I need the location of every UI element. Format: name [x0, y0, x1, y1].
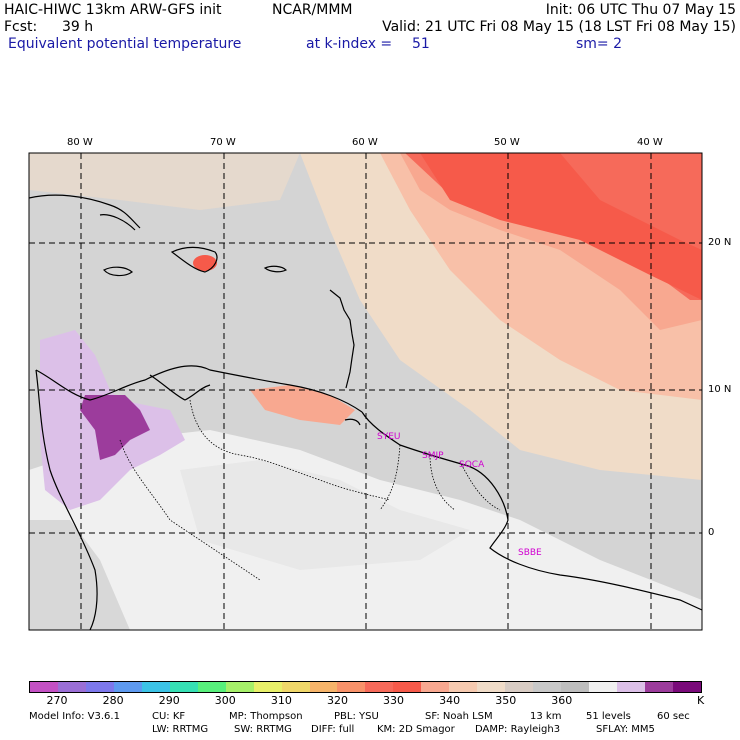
forecast-hours: 39 h [62, 19, 94, 35]
colorbar-tick-label: 310 [270, 694, 292, 707]
lat-lon-grid [29, 153, 702, 630]
model-info-diff: DIFF: full [311, 724, 355, 735]
model-info-lw: LW: RRTMG [152, 724, 209, 735]
colorbar-swatch [589, 682, 618, 692]
colorbar-tick-label: 280 [102, 694, 124, 707]
model-info-res: 13 km [530, 711, 562, 722]
model-info-km: KM: 2D Smagor [377, 724, 455, 735]
model-info-sflay: SFLAY: MM5 [596, 724, 655, 735]
model-info-damp: DAMP: Rayleigh3 [475, 724, 561, 735]
station-smjp: SMJP [422, 451, 444, 461]
colorbar-swatch [85, 682, 114, 692]
model-info-1: Model Info: V3.6.1 [29, 711, 120, 722]
lon-label-40w: 40 W [637, 137, 663, 148]
colorbar-tick-label: 360 [551, 694, 573, 707]
colorbar [29, 681, 702, 693]
colorbar-swatch [253, 682, 282, 692]
level-label: at k-index = [306, 36, 393, 52]
lon-label-60w: 60 W [352, 137, 378, 148]
colorbar-tick-label: 270 [46, 694, 68, 707]
colorbar-swatch [113, 682, 142, 692]
lat-label-10n: 10 N [708, 384, 732, 395]
colorbar-tick-label: 350 [495, 694, 517, 707]
lon-label-80w: 80 W [67, 137, 93, 148]
colorbar-swatch [477, 682, 506, 692]
lon-label-50w: 50 W [494, 137, 520, 148]
coastlines [29, 194, 702, 630]
model-info-mp: MP: Thompson [229, 711, 303, 722]
colorbar-swatch [57, 682, 86, 692]
model-info-levels: 51 levels [586, 711, 631, 722]
colorbar-swatch [449, 682, 478, 692]
colorbar-swatch [561, 682, 590, 692]
colorbar-swatch [141, 682, 170, 692]
lesser-antilles [329, 289, 355, 389]
model-title: HAIC-HIWC 13km ARW-GFS init [4, 2, 222, 18]
lon-label-70w: 70 W [210, 137, 236, 148]
colorbar-tick-label: 320 [326, 694, 348, 707]
station-sbbe: SBBE [518, 548, 542, 558]
lat-label-20n: 20 N [708, 237, 732, 248]
colorbar-swatch [393, 682, 422, 692]
valid-time: Valid: 21 UTC Fri 08 May 15 (18 LST Fri … [382, 19, 736, 35]
model-info-sf: SF: Noah LSM [425, 711, 493, 722]
colorbar-unit: K [697, 694, 705, 707]
smoothing-label: sm= 2 [576, 36, 623, 52]
level-value: 51 [412, 36, 430, 52]
lat-label-0: 0 [708, 527, 715, 538]
station-syeu: SYEU [377, 432, 401, 442]
borders [119, 399, 501, 581]
colorbar-swatch [197, 682, 226, 692]
colorbar-swatch [617, 682, 645, 692]
colorbar-swatch [225, 682, 254, 692]
forecast-label: Fcst: [4, 19, 38, 35]
station-soca: SOCA [459, 460, 485, 470]
model-info-cu: CU: KF [152, 711, 186, 722]
colorbar-swatch [644, 682, 673, 692]
model-info-pbl: PBL: YSU [334, 711, 379, 722]
colorbar-swatch [337, 682, 366, 692]
colorbar-swatch [169, 682, 198, 692]
org-label: NCAR/MMM [272, 2, 353, 18]
model-info-sw: SW: RRTMG [234, 724, 292, 735]
colorbar-swatch [533, 682, 562, 692]
colorbar-swatch [30, 682, 58, 692]
map-frame [28, 152, 703, 631]
colorbar-swatch [281, 682, 310, 692]
colorbar-swatch [505, 682, 534, 692]
colorbar-swatch [365, 682, 394, 692]
colorbar-tick-label: 300 [214, 694, 236, 707]
colorbar-tick-label: 340 [439, 694, 461, 707]
colorbar-tick-label: 290 [158, 694, 180, 707]
colorbar-swatch [421, 682, 450, 692]
colorbar-swatch [309, 682, 338, 692]
theta-e-field [29, 153, 702, 630]
init-time: Init: 06 UTC Thu 07 May 15 [545, 2, 736, 18]
colorbar-tick-label: 330 [383, 694, 405, 707]
field-name: Equivalent potential temperature [8, 36, 242, 52]
colorbar-swatch [672, 682, 701, 692]
model-info-dt: 60 sec [657, 711, 690, 722]
